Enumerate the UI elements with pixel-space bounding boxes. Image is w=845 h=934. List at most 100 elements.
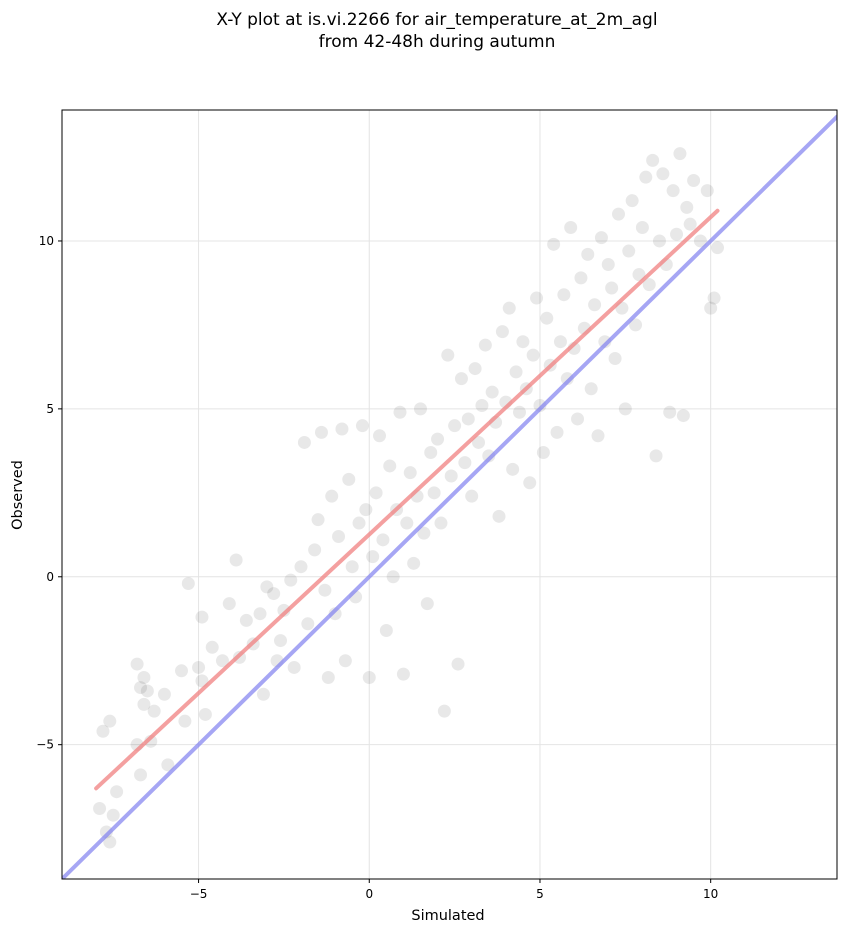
data-point xyxy=(311,513,325,527)
data-point xyxy=(451,657,465,671)
data-point xyxy=(683,217,697,231)
data-point xyxy=(161,758,175,772)
data-point xyxy=(137,671,151,685)
data-point xyxy=(663,405,677,419)
data-point xyxy=(239,613,253,627)
data-point xyxy=(427,486,441,500)
data-point xyxy=(110,785,124,799)
data-point xyxy=(461,412,475,426)
data-point xyxy=(478,338,492,352)
identity-line xyxy=(62,114,837,879)
data-point xyxy=(512,405,526,419)
data-point xyxy=(407,556,421,570)
data-point xyxy=(676,409,690,423)
data-point xyxy=(335,422,349,436)
data-point xyxy=(134,768,148,782)
data-point xyxy=(393,405,407,419)
data-point xyxy=(475,399,489,413)
data-point xyxy=(314,425,328,439)
data-point xyxy=(649,449,663,463)
data-point xyxy=(325,489,339,503)
data-point xyxy=(666,184,680,198)
data-point xyxy=(424,446,438,460)
data-point xyxy=(540,311,554,325)
data-point xyxy=(267,587,281,601)
y-tick-label: 5 xyxy=(46,402,54,416)
data-point xyxy=(560,372,574,386)
data-point xyxy=(413,402,427,416)
data-point xyxy=(492,509,506,523)
data-point xyxy=(355,419,369,433)
x-tick-label: 0 xyxy=(365,887,373,901)
data-point xyxy=(557,288,571,302)
data-point xyxy=(458,456,472,470)
data-point xyxy=(134,681,148,695)
data-point xyxy=(670,227,684,241)
x-axis: −5 0 5 10 xyxy=(190,879,718,901)
data-point xyxy=(502,301,516,315)
data-point xyxy=(611,207,625,221)
data-point xyxy=(140,684,154,698)
data-point xyxy=(103,835,117,849)
data-point xyxy=(260,580,274,594)
data-point xyxy=(253,607,267,621)
data-point xyxy=(700,184,714,198)
data-point xyxy=(625,194,639,208)
data-point xyxy=(441,348,455,362)
data-point xyxy=(618,402,632,416)
data-point xyxy=(294,560,308,574)
data-point xyxy=(192,660,206,674)
data-point xyxy=(656,167,670,181)
data-point xyxy=(297,435,311,449)
data-point xyxy=(103,714,117,728)
data-point xyxy=(130,657,144,671)
data-point xyxy=(205,640,219,654)
data-point xyxy=(106,808,120,822)
data-point xyxy=(632,268,646,282)
data-point xyxy=(417,526,431,540)
data-point xyxy=(352,516,366,530)
data-point xyxy=(639,170,653,184)
data-point xyxy=(369,486,383,500)
data-point xyxy=(420,597,434,611)
data-point xyxy=(635,221,649,235)
y-tick-label: −5 xyxy=(36,738,54,752)
data-point xyxy=(359,503,373,517)
x-tick-label: 5 xyxy=(536,887,544,901)
data-point xyxy=(564,221,578,235)
y-axis: −5 0 5 10 xyxy=(36,234,62,752)
data-point xyxy=(373,429,387,443)
data-point xyxy=(687,174,701,188)
data-point xyxy=(574,271,588,285)
data-point xyxy=(646,153,660,167)
data-point xyxy=(229,553,243,567)
data-point xyxy=(629,318,643,332)
data-point xyxy=(174,664,188,678)
y-axis-label: Observed xyxy=(10,460,26,530)
data-point xyxy=(93,801,107,815)
data-point xyxy=(584,382,598,396)
data-point xyxy=(553,335,567,349)
data-point xyxy=(383,459,397,473)
data-point xyxy=(147,704,161,718)
data-point xyxy=(704,301,718,315)
data-point xyxy=(256,687,270,701)
data-point xyxy=(277,603,291,617)
data-point xyxy=(448,419,462,433)
data-point xyxy=(588,298,602,312)
y-tick-label: 0 xyxy=(46,570,54,584)
data-point xyxy=(137,697,151,711)
data-point xyxy=(482,449,496,463)
data-point xyxy=(571,412,585,426)
data-point xyxy=(591,429,605,443)
data-point xyxy=(366,550,380,564)
data-point xyxy=(178,714,192,728)
data-point xyxy=(444,469,458,483)
data-point xyxy=(594,231,608,245)
data-point xyxy=(550,425,564,439)
trend-lines xyxy=(62,114,837,879)
data-point xyxy=(707,291,721,305)
data-point xyxy=(642,278,656,292)
data-point xyxy=(547,237,561,251)
data-point xyxy=(342,472,356,486)
